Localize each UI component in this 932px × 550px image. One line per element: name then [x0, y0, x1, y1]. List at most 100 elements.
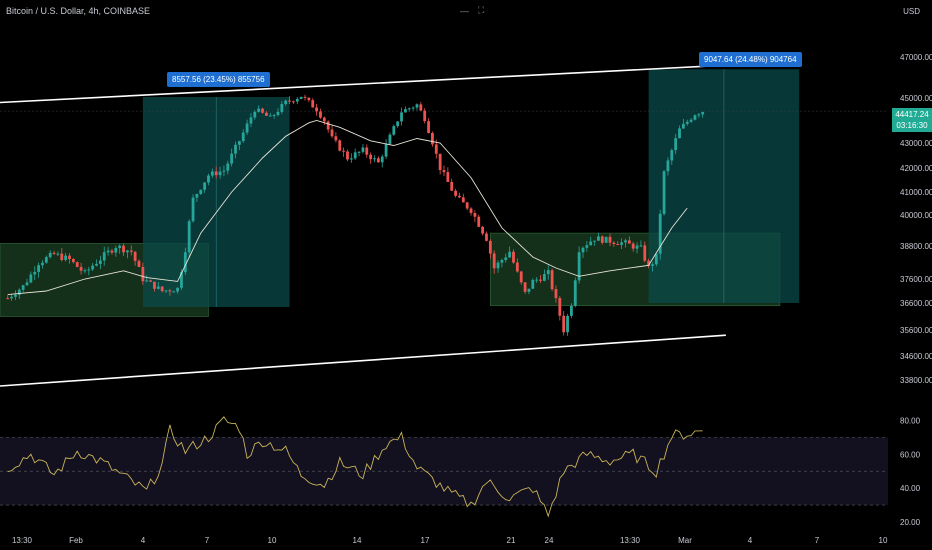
candle-body — [307, 97, 311, 101]
candle-body — [280, 104, 284, 112]
price-tick-label: 41000.00 — [900, 188, 932, 197]
candle-body — [295, 98, 299, 102]
candle-body — [41, 262, 44, 266]
rsi-tick-label: 80.00 — [900, 416, 921, 425]
price-tick-label: 43000.00 — [900, 139, 932, 148]
candle-body — [685, 121, 689, 124]
candle-body — [542, 274, 546, 281]
candle-body — [6, 298, 10, 300]
candle-body — [122, 245, 125, 253]
candle-body — [79, 266, 83, 271]
candle-body — [52, 252, 56, 254]
price-tick-label: 37600.00 — [900, 275, 932, 284]
candle-body — [654, 253, 658, 265]
candle-body — [346, 151, 349, 160]
candle-body — [488, 240, 492, 254]
candle-body — [674, 138, 678, 151]
candle-body — [608, 236, 612, 243]
price-tick-label: 40000.00 — [900, 211, 932, 220]
candle-body — [292, 101, 295, 103]
candle-body — [110, 250, 114, 253]
candle-body — [373, 158, 376, 160]
candle-body — [365, 147, 369, 155]
candle-body — [168, 290, 172, 292]
candle-body — [288, 100, 291, 102]
candle-body — [44, 257, 48, 263]
candle-body — [635, 245, 639, 249]
candle-body — [71, 259, 75, 263]
candle-body — [446, 172, 450, 182]
candle-body — [577, 252, 581, 281]
candle-body — [388, 134, 392, 144]
candle-body — [98, 260, 102, 264]
candle-body — [180, 272, 183, 288]
candle-body — [419, 104, 423, 111]
candle-body — [126, 250, 129, 253]
candle-body — [597, 236, 600, 241]
minimize-icon[interactable]: — — [460, 6, 469, 16]
candle-body — [160, 286, 164, 292]
candle-body — [172, 291, 176, 293]
candle-body — [214, 171, 218, 176]
candle-body — [199, 189, 203, 194]
time-tick-label: 10 — [879, 536, 888, 545]
candle-body — [658, 213, 662, 254]
candle-body — [326, 121, 330, 130]
candle-body — [37, 265, 41, 272]
candle-body — [315, 107, 318, 112]
candle-body — [546, 270, 550, 275]
candle-body — [693, 115, 697, 120]
candle-body — [550, 270, 554, 290]
price-tick-label: 33800.00 — [900, 376, 932, 385]
candle-body — [145, 280, 149, 282]
time-tick-label: 21 — [507, 536, 516, 545]
candle-body — [400, 112, 403, 122]
time-tick-label: 14 — [353, 536, 362, 545]
candle-body — [585, 245, 589, 248]
candle-body — [631, 243, 635, 249]
chart-title: Bitcoin / U.S. Dollar, 4h, COINBASE — [6, 6, 151, 16]
trendline-1 — [0, 64, 726, 104]
candle-body — [566, 315, 569, 333]
candle-body — [257, 108, 261, 112]
candle-body — [241, 132, 245, 142]
candle-body — [384, 143, 388, 157]
candle-body — [106, 250, 110, 253]
time-tick-label: 13:30 — [620, 536, 641, 545]
candle-body — [624, 240, 627, 243]
candle-body — [473, 213, 477, 217]
candle-body — [465, 202, 469, 209]
candle-body — [303, 96, 307, 98]
candle-body — [527, 288, 531, 292]
expand-icon[interactable]: ⛶ — [478, 5, 485, 15]
price-tick-label: 47000.00 — [900, 53, 932, 62]
candle-body — [361, 147, 365, 152]
candle-body — [330, 129, 334, 137]
current-price-tag: 44417.24 03:16:30 — [892, 108, 932, 132]
candle-body — [415, 104, 419, 108]
candle-body — [454, 190, 457, 196]
time-tick-label: 4 — [748, 536, 753, 545]
candle-body — [461, 197, 465, 203]
candle-body — [91, 265, 95, 270]
time-tick-label: 10 — [268, 536, 277, 545]
candle-body — [431, 132, 434, 145]
candle-body — [156, 286, 160, 289]
time-tick-label: Feb — [69, 536, 83, 545]
candle-body — [10, 296, 13, 299]
candle-body — [434, 144, 438, 154]
candle-body — [25, 282, 29, 286]
candle-body — [48, 252, 52, 258]
measure-label-1: 8557.56 (23.45%) 855756 — [167, 72, 270, 87]
rsi-tick-label: 20.00 — [900, 518, 921, 527]
candle-body — [376, 158, 380, 163]
candle-body — [195, 193, 199, 198]
candle-body — [496, 262, 500, 269]
time-tick-label: 13:30 — [12, 536, 33, 545]
candle-body — [203, 182, 207, 190]
price-tick-label: 36600.00 — [900, 299, 932, 308]
candle-body — [14, 294, 17, 297]
candle-body — [191, 197, 195, 222]
candle-body — [539, 279, 542, 281]
